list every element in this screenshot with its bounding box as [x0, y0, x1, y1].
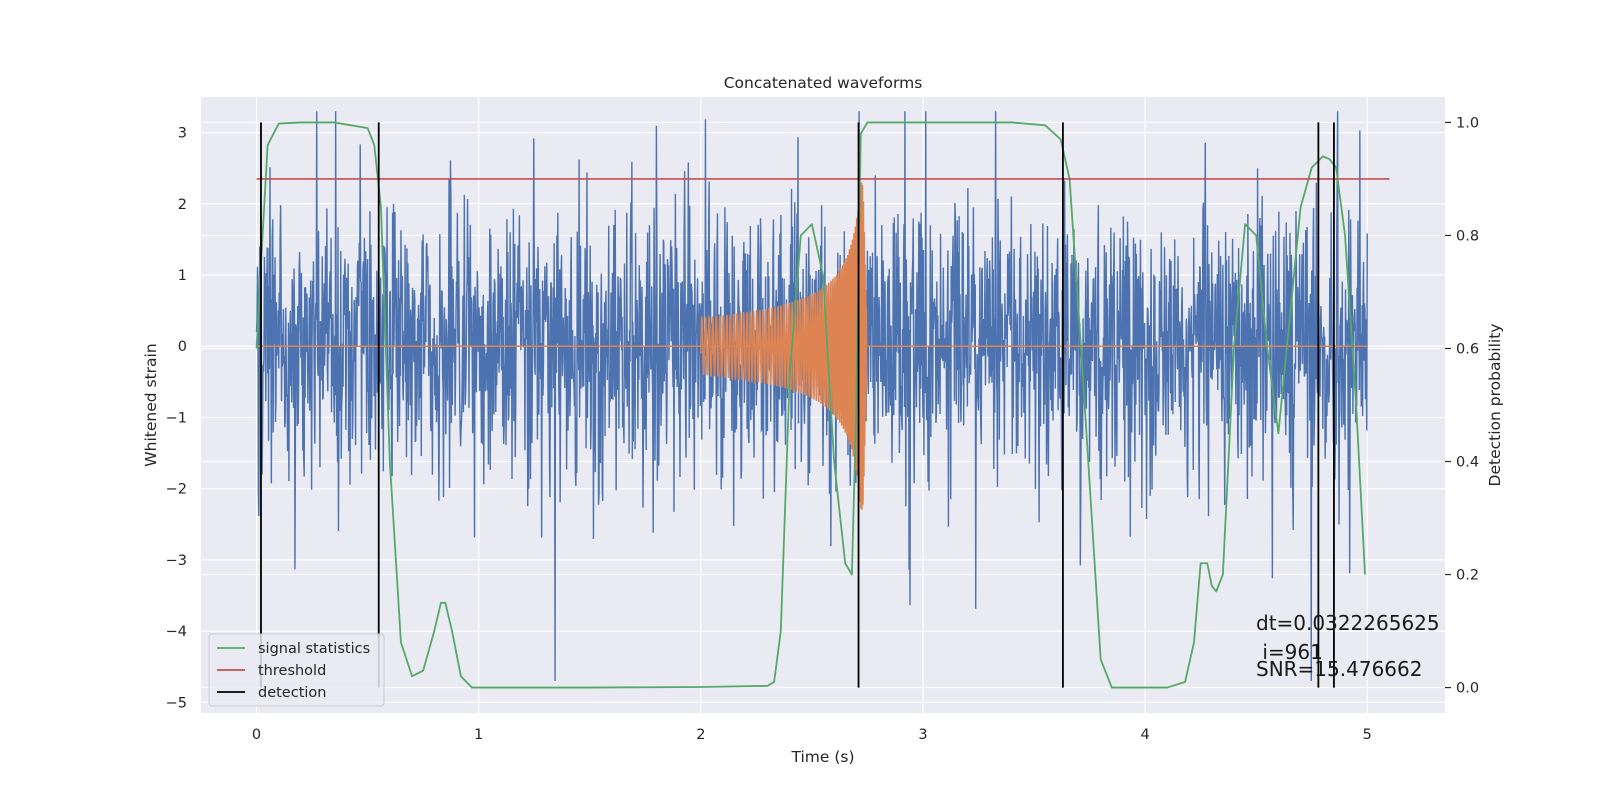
signal-statistics-series [255, 121, 1366, 689]
legend: signal statistics threshold detection [208, 633, 385, 707]
y-tick-label-7: 2 [178, 197, 187, 213]
y-tick-label-2: −3 [166, 553, 187, 569]
x-tick-label-5: 5 [1363, 727, 1372, 743]
x-tick-label-3: 3 [918, 727, 927, 743]
y-tick-label-5: 0 [178, 339, 187, 355]
x-tick-label-4: 4 [1140, 727, 1149, 743]
y-tick-label-8: 3 [178, 126, 187, 142]
y-tick-label-0: −5 [166, 695, 187, 711]
legend-label-detection: detection [258, 685, 326, 701]
legend-box [208, 633, 385, 707]
chirp-series [256, 182, 1368, 510]
y-tick-label-3: −2 [166, 482, 187, 498]
legend-label-signal-statistics: signal statistics [258, 641, 370, 657]
y2-tick-label-3: 0.6 [1456, 341, 1479, 357]
y2-tick-label-2: 0.4 [1456, 455, 1479, 471]
x-axis-label: Time (s) [790, 748, 854, 766]
chart-title: Concatenated waveforms [724, 74, 923, 92]
y2-tick-label-1: 0.2 [1456, 568, 1479, 584]
y-tick-label-1: −4 [166, 624, 187, 640]
y-axis-label: Whitened strain [142, 343, 160, 466]
y2-tick-label-4: 0.8 [1456, 228, 1479, 244]
y-tick-label-6: 1 [178, 268, 187, 284]
x-tick-label-0: 0 [252, 727, 261, 743]
annotation-index: i=961 [1256, 640, 1323, 664]
legend-label-threshold: threshold [258, 663, 326, 679]
annotations: dt=0.0322265625 i=961 SNR=15.476662 [1256, 611, 1440, 681]
y2-tick-label-0: 0.0 [1456, 681, 1479, 697]
x-tick-label-2: 2 [696, 727, 705, 743]
x-tick-label-1: 1 [474, 727, 483, 743]
detection-series [260, 122, 1335, 688]
annotation-dt: dt=0.0322265625 [1256, 611, 1440, 635]
signal-statistics-line [255, 121, 1366, 689]
y-tick-label-4: −1 [166, 410, 187, 426]
y2-axis-label: Detection probability [1486, 324, 1504, 487]
ticks: 0 1 2 3 4 5 −5 −4 −3 −2 −1 0 1 2 3 0.0 0.2 0.4 0.6 0.8 1.0 [166, 115, 1479, 743]
chirp-line [700, 182, 869, 510]
y2-tick-label-5: 1.0 [1456, 115, 1479, 131]
annotation-snr: SNR=15.476662 [1256, 657, 1422, 681]
